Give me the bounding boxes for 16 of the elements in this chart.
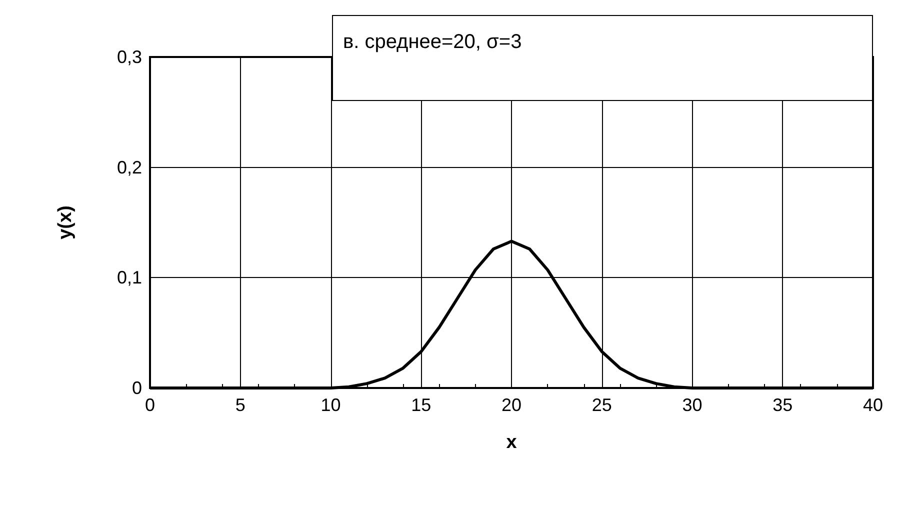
y-axis-title: y(x): [55, 206, 76, 240]
x-tick-label: 25: [592, 395, 612, 415]
x-tick-label: 30: [682, 395, 702, 415]
x-tick-label: 10: [320, 395, 341, 415]
y-tick-label: 0: [132, 378, 142, 398]
y-tick-label: 0,2: [116, 157, 142, 178]
x-tick-label: 0: [144, 395, 156, 415]
x-axis-title: x: [506, 432, 518, 453]
y-tick-label: 0,3: [116, 47, 142, 67]
text-box: в. среднее=20, σ=3: [332, 15, 873, 101]
x-tick-label: 5: [235, 395, 246, 415]
x-tick-label: 15: [411, 395, 432, 415]
x-tick-label: 40: [862, 395, 884, 415]
x-tick-label: 35: [772, 395, 793, 415]
y-tick-label: 0,1: [116, 268, 142, 288]
x-tick-label: 20: [501, 395, 522, 415]
